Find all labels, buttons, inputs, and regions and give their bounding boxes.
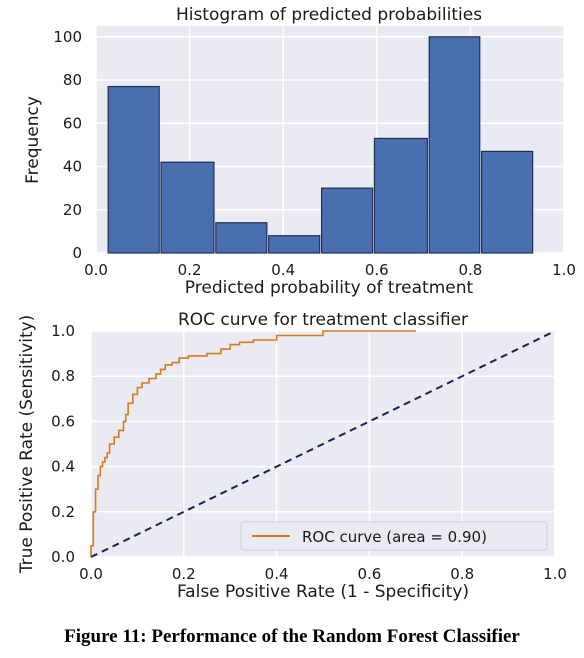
figure-canvas: 0.0 0.2 0.4 0.6 0.8 1.0 0 20 40 60 80 100 Histogra… (17, 5, 576, 602)
roc-x-ticks: 0.0 0.2 0.4 0.6 0.8 1.0 (79, 565, 567, 583)
roc-y-tick-label: 0.0 (51, 548, 75, 566)
histogram-y-tick-label: 100 (53, 28, 82, 46)
histogram-x-tick-label: 0.0 (84, 261, 108, 279)
roc-legend: ROC curve (area = 0.90) (240, 521, 548, 551)
histogram-bar (428, 36, 481, 254)
histogram-bar (481, 150, 534, 254)
histogram-bar (107, 85, 160, 254)
roc-x-tick-label: 0.2 (172, 565, 196, 583)
histogram-bar (320, 187, 374, 254)
roc-x-axis-label: False Positive Rate (1 - Specificity) (177, 582, 469, 602)
chance-diagonal-line (90, 330, 556, 558)
histogram-y-tick-label: 0 (72, 244, 82, 262)
legend-box (240, 521, 548, 551)
roc-y-tick-label: 0.8 (51, 367, 75, 385)
roc-x-tick-label: 0.4 (265, 565, 289, 583)
legend-entry-roc: ROC curve (area = 0.90) (302, 528, 487, 546)
histogram-bars (107, 36, 534, 254)
roc-grid (90, 330, 556, 558)
roc-x-tick-label: 0.6 (357, 565, 381, 583)
roc-x-tick-label: 0.0 (79, 565, 103, 583)
histogram-title: Histogram of predicted probabilities (176, 5, 482, 25)
histogram-x-ticks: 0.0 0.2 0.4 0.6 0.8 1.0 (84, 261, 576, 279)
histogram-x-tick-label: 1.0 (552, 261, 576, 279)
histogram-bar (268, 235, 321, 254)
roc-y-axis-label: True Positive Rate (Sensitivity) (17, 315, 37, 575)
histogram-panel: 0.0 0.2 0.4 0.6 0.8 1.0 0 20 40 60 80 100 Histogra… (23, 5, 576, 298)
histogram-y-tick-label: 20 (63, 201, 82, 219)
histogram-bar (160, 161, 215, 254)
histogram-y-tick-label: 60 (63, 114, 82, 132)
histogram-x-tick-label: 0.6 (365, 261, 389, 279)
roc-x-tick-label: 1.0 (543, 565, 567, 583)
histogram-x-axis-label: Predicted probability of treatment (185, 278, 474, 298)
histogram-x-tick-label: 0.8 (458, 261, 482, 279)
roc-y-ticks: 0.0 0.2 0.4 0.6 0.8 1.0 (51, 322, 75, 566)
roc-curve-line (90, 330, 416, 557)
histogram-y-ticks: 0 20 40 60 80 100 (53, 28, 82, 262)
roc-y-tick-label: 0.6 (51, 412, 75, 430)
roc-y-tick-label: 0.2 (51, 503, 75, 521)
histogram-x-tick-label: 0.4 (271, 261, 295, 279)
roc-y-tick-label: 1.0 (51, 322, 75, 340)
histogram-bar (215, 222, 268, 254)
roc-y-tick-label: 0.4 (51, 458, 75, 476)
roc-panel: 0.0 0.2 0.4 0.6 0.8 1.0 0.0 0.2 0.4 0.6 0.8 1.0 RO… (17, 310, 567, 602)
histogram-y-tick-label: 80 (63, 71, 82, 89)
figure-caption: Figure 11: Performance of the Random For… (64, 626, 520, 647)
histogram-bar (373, 137, 428, 254)
roc-title: ROC curve for treatment classifier (178, 310, 468, 330)
histogram-y-axis-label: Frequency (23, 96, 43, 184)
roc-lines (90, 330, 556, 558)
histogram-x-tick-label: 0.2 (178, 261, 202, 279)
roc-x-tick-label: 0.8 (450, 565, 474, 583)
histogram-y-tick-label: 40 (63, 158, 82, 176)
